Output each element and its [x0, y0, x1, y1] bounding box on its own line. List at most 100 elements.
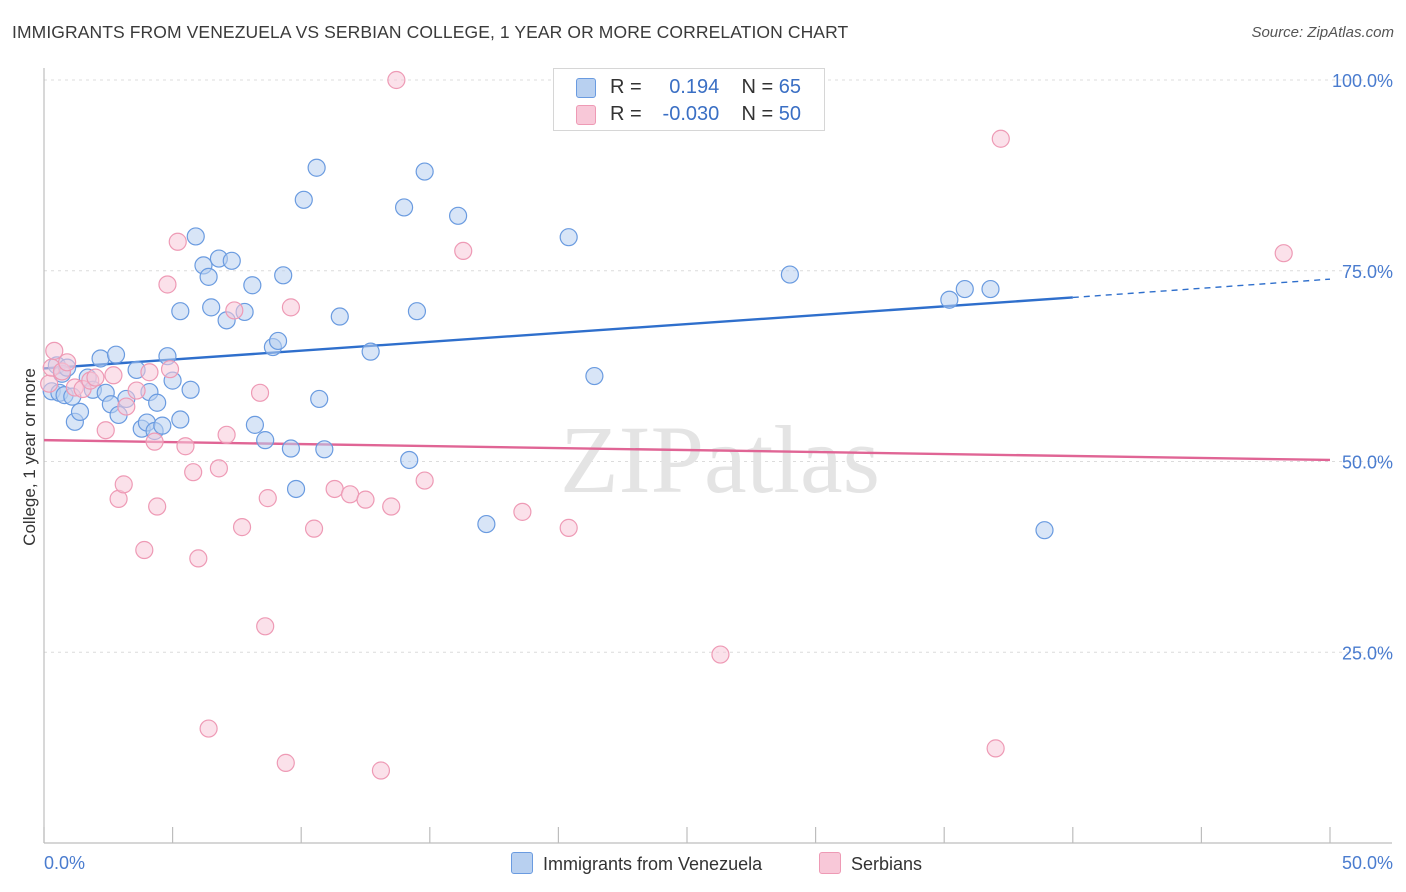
- legend-n-label: N =: [741, 103, 774, 125]
- point-venezuela: [153, 416, 172, 435]
- point-serbians: [96, 421, 115, 440]
- point-serbians: [986, 739, 1005, 758]
- point-serbians: [45, 341, 64, 360]
- point-venezuela: [199, 267, 218, 286]
- point-serbians: [711, 645, 730, 664]
- point-serbians: [168, 232, 187, 251]
- point-serbians: [559, 518, 578, 537]
- point-venezuela: [559, 228, 578, 247]
- point-serbians: [256, 617, 275, 636]
- point-venezuela: [171, 410, 190, 429]
- legend-n-value: 65: [778, 76, 801, 98]
- point-venezuela: [286, 479, 306, 499]
- legend-n-value: 50: [778, 103, 801, 125]
- gridlines: [44, 79, 1392, 653]
- series-legend-serbians: Serbians: [819, 852, 922, 876]
- series-label-serbians: Serbians: [851, 854, 923, 874]
- point-venezuela: [315, 440, 334, 459]
- point-serbians: [325, 479, 344, 499]
- series-label-venezuela: Immigrants from Venezuela: [543, 854, 763, 874]
- point-serbians: [145, 432, 164, 451]
- point-serbians: [217, 425, 236, 444]
- point-serbians: [189, 549, 208, 568]
- point-venezuela: [70, 402, 90, 422]
- point-venezuela: [294, 190, 313, 209]
- point-serbians: [176, 437, 195, 456]
- correlation-legend: R = 0.194 N = 65 R = -0.030 N = 50: [553, 68, 825, 131]
- point-serbians: [304, 519, 324, 538]
- point-venezuela: [330, 307, 349, 326]
- point-serbians: [276, 753, 295, 772]
- y-tick-label: 25.0%: [1342, 643, 1393, 663]
- point-venezuela: [243, 276, 262, 295]
- y-tick-label: 75.0%: [1342, 262, 1393, 282]
- point-venezuela: [171, 302, 190, 321]
- point-venezuela: [394, 198, 414, 217]
- point-serbians: [340, 485, 360, 504]
- point-venezuela: [202, 298, 221, 317]
- trend-line-venezuela-extension: [1072, 278, 1331, 299]
- point-serbians: [148, 497, 167, 516]
- point-venezuela: [281, 439, 301, 458]
- legend-swatch-venezuela: [576, 78, 596, 98]
- axes: [43, 68, 1392, 844]
- series-legend-venezuela: Immigrants from Venezuela: [511, 852, 762, 876]
- point-serbians: [991, 129, 1010, 148]
- point-venezuela: [585, 366, 604, 386]
- chart-title: IMMIGRANTS FROM VENEZUELA VS SERBIAN COL…: [12, 22, 849, 42]
- tick-labels: 25.0% 50.0% 75.0% 100.0% 0.0% 50.0%: [44, 71, 1393, 873]
- point-serbians: [58, 353, 77, 372]
- point-serbians: [1274, 244, 1293, 263]
- point-venezuela: [245, 415, 265, 434]
- point-serbians: [258, 489, 277, 508]
- point-serbians: [104, 366, 123, 385]
- point-serbians: [225, 301, 244, 320]
- point-venezuela: [268, 331, 288, 351]
- point-serbians: [415, 471, 434, 490]
- point-serbians: [135, 540, 154, 560]
- series-swatch-venezuela: [511, 852, 533, 874]
- legend-swatch-serbians: [576, 105, 596, 125]
- point-venezuela: [477, 514, 496, 534]
- point-venezuela: [400, 450, 419, 470]
- point-serbians: [250, 383, 270, 402]
- legend-n-label: N =: [741, 76, 774, 98]
- point-serbians: [454, 241, 473, 261]
- point-serbians: [371, 761, 391, 780]
- point-venezuela: [415, 162, 434, 181]
- point-venezuela: [981, 279, 1000, 299]
- point-serbians: [158, 275, 177, 294]
- point-venezuela: [407, 302, 427, 321]
- point-serbians: [199, 719, 218, 738]
- legend-r-label: R =: [610, 103, 642, 125]
- series-swatch-serbians: [819, 852, 841, 874]
- x-tick-label-right: 50.0%: [1342, 853, 1393, 873]
- point-venezuela: [256, 431, 275, 450]
- y-tick-label: 100.0%: [1332, 71, 1393, 91]
- point-serbians: [127, 381, 146, 400]
- y-tick-label: 50.0%: [1342, 453, 1393, 473]
- point-venezuela: [361, 342, 380, 361]
- point-venezuela: [181, 380, 200, 399]
- point-venezuela: [307, 158, 326, 177]
- point-serbians: [387, 70, 406, 90]
- point-venezuela: [1035, 521, 1054, 540]
- point-venezuela: [955, 279, 974, 299]
- data-points: [40, 70, 1293, 780]
- point-venezuela: [780, 265, 799, 284]
- legend-r-value: -0.030: [662, 103, 720, 125]
- point-serbians: [281, 298, 301, 317]
- point-serbians: [160, 360, 180, 379]
- point-serbians: [382, 497, 401, 516]
- watermark: ZIPatlas: [560, 406, 880, 513]
- point-serbians: [209, 459, 228, 478]
- point-venezuela: [448, 206, 468, 225]
- legend-r-value: 0.194: [669, 76, 720, 98]
- point-serbians: [140, 363, 159, 382]
- trend-line-venezuela: [43, 296, 1073, 370]
- point-serbians: [114, 475, 133, 494]
- point-serbians: [117, 397, 136, 416]
- point-venezuela: [940, 290, 959, 309]
- point-venezuela: [91, 349, 110, 368]
